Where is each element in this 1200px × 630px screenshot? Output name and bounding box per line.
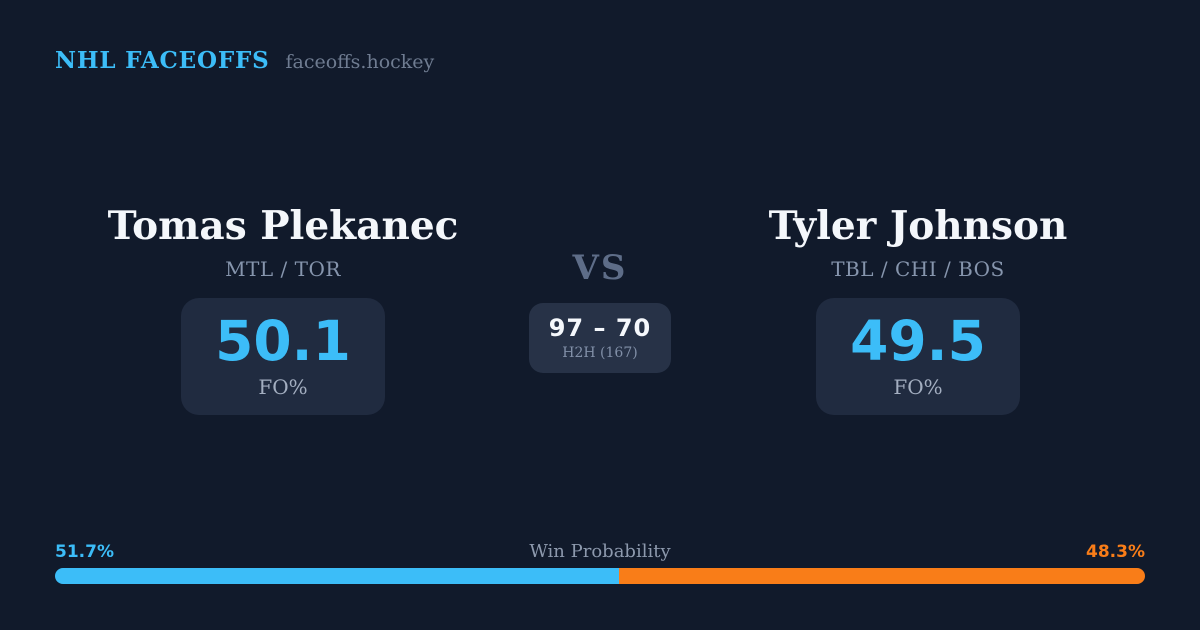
win-probability-left-value: 51.7% bbox=[55, 542, 114, 562]
player-left-fo-value: 50.1 bbox=[215, 308, 351, 373]
player-left-name: Tomas Plekanec bbox=[107, 203, 459, 249]
h2h-sample-size: H2H (167) bbox=[562, 345, 638, 361]
h2h-card: 97 – 70 H2H (167) bbox=[528, 303, 672, 373]
player-right-teams: TBL / CHI / BOS bbox=[831, 256, 1005, 281]
player-right-name: Tyler Johnson bbox=[768, 203, 1068, 249]
matchup-center-column: VS 97 – 70 H2H (167) bbox=[500, 248, 700, 373]
player-right-fo-card: 49.5 FO% bbox=[816, 297, 1020, 416]
win-probability-bar bbox=[55, 568, 1145, 584]
brand-logo-text: NHL FACEOFFS bbox=[55, 47, 270, 74]
header: NHL FACEOFFS faceoffs.hockey bbox=[55, 47, 434, 74]
player-left-column: Tomas Plekanec MTL / TOR 50.1 FO% bbox=[83, 203, 483, 416]
player-left-fo-card: 50.1 FO% bbox=[181, 297, 385, 416]
player-right-fo-label: FO% bbox=[893, 375, 943, 400]
player-right-column: Tyler Johnson TBL / CHI / BOS 49.5 FO% bbox=[718, 203, 1118, 416]
win-probability-title: Win Probability bbox=[529, 541, 671, 562]
win-probability-right-value: 48.3% bbox=[1086, 542, 1145, 562]
h2h-score: 97 – 70 bbox=[548, 314, 652, 342]
vs-label: VS bbox=[572, 248, 628, 288]
win-probability-labels: 51.7% Win Probability 48.3% bbox=[55, 541, 1145, 562]
player-left-teams: MTL / TOR bbox=[225, 256, 341, 281]
player-left-fo-label: FO% bbox=[258, 375, 308, 400]
win-probability-bar-right-segment bbox=[618, 568, 1145, 584]
win-probability-bar-left-segment bbox=[55, 568, 619, 584]
player-right-fo-value: 49.5 bbox=[850, 308, 986, 373]
site-domain-text: faceoffs.hockey bbox=[285, 51, 435, 73]
